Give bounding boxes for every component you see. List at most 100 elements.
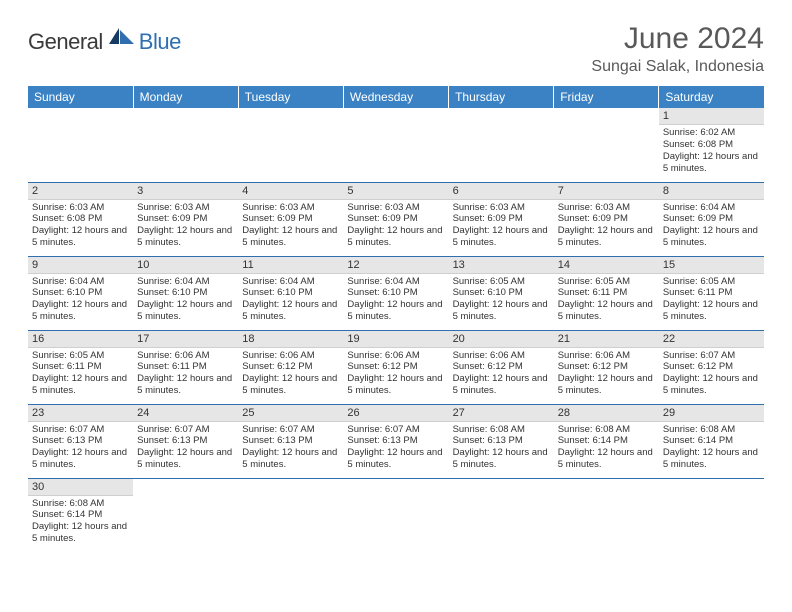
day-number: 26	[343, 405, 448, 422]
calendar-table: SundayMondayTuesdayWednesdayThursdayFrid…	[28, 86, 764, 552]
calendar-cell: 18Sunrise: 6:06 AMSunset: 6:12 PMDayligh…	[238, 330, 343, 404]
logo-text-blue: Blue	[139, 29, 181, 55]
weekday-header: Tuesday	[238, 86, 343, 108]
day-number: 6	[449, 183, 554, 200]
day-data: Sunrise: 6:02 AMSunset: 6:08 PMDaylight:…	[659, 125, 764, 179]
day-data: Sunrise: 6:03 AMSunset: 6:09 PMDaylight:…	[238, 200, 343, 254]
day-data: Sunrise: 6:03 AMSunset: 6:08 PMDaylight:…	[28, 200, 133, 254]
calendar-cell: 11Sunrise: 6:04 AMSunset: 6:10 PMDayligh…	[238, 256, 343, 330]
calendar-cell	[343, 108, 448, 182]
day-number: 30	[28, 479, 133, 496]
calendar-cell	[554, 478, 659, 552]
calendar-cell: 2Sunrise: 6:03 AMSunset: 6:08 PMDaylight…	[28, 182, 133, 256]
calendar-cell: 12Sunrise: 6:04 AMSunset: 6:10 PMDayligh…	[343, 256, 448, 330]
day-data: Sunrise: 6:04 AMSunset: 6:10 PMDaylight:…	[28, 274, 133, 328]
day-data: Sunrise: 6:04 AMSunset: 6:09 PMDaylight:…	[659, 200, 764, 254]
calendar-cell: 6Sunrise: 6:03 AMSunset: 6:09 PMDaylight…	[449, 182, 554, 256]
day-number: 11	[238, 257, 343, 274]
day-number: 3	[133, 183, 238, 200]
calendar-row: 16Sunrise: 6:05 AMSunset: 6:11 PMDayligh…	[28, 330, 764, 404]
day-data: Sunrise: 6:06 AMSunset: 6:12 PMDaylight:…	[343, 348, 448, 402]
calendar-cell: 8Sunrise: 6:04 AMSunset: 6:09 PMDaylight…	[659, 182, 764, 256]
day-number: 27	[449, 405, 554, 422]
calendar-cell: 19Sunrise: 6:06 AMSunset: 6:12 PMDayligh…	[343, 330, 448, 404]
day-data: Sunrise: 6:07 AMSunset: 6:13 PMDaylight:…	[343, 422, 448, 476]
day-data: Sunrise: 6:08 AMSunset: 6:14 PMDaylight:…	[28, 496, 133, 550]
day-data: Sunrise: 6:08 AMSunset: 6:14 PMDaylight:…	[659, 422, 764, 476]
day-number: 13	[449, 257, 554, 274]
calendar-cell: 26Sunrise: 6:07 AMSunset: 6:13 PMDayligh…	[343, 404, 448, 478]
calendar-cell	[133, 478, 238, 552]
calendar-cell: 29Sunrise: 6:08 AMSunset: 6:14 PMDayligh…	[659, 404, 764, 478]
weekday-header: Thursday	[449, 86, 554, 108]
calendar-cell: 16Sunrise: 6:05 AMSunset: 6:11 PMDayligh…	[28, 330, 133, 404]
header: General Blue June 2024 Sungai Salak, Ind…	[28, 22, 764, 76]
calendar-row: 30Sunrise: 6:08 AMSunset: 6:14 PMDayligh…	[28, 478, 764, 552]
day-data: Sunrise: 6:08 AMSunset: 6:13 PMDaylight:…	[449, 422, 554, 476]
day-data: Sunrise: 6:04 AMSunset: 6:10 PMDaylight:…	[133, 274, 238, 328]
logo: General Blue	[28, 28, 181, 55]
day-data: Sunrise: 6:08 AMSunset: 6:14 PMDaylight:…	[554, 422, 659, 476]
day-data: Sunrise: 6:06 AMSunset: 6:12 PMDaylight:…	[554, 348, 659, 402]
day-number: 14	[554, 257, 659, 274]
day-number: 19	[343, 331, 448, 348]
calendar-cell	[554, 108, 659, 182]
day-number: 20	[449, 331, 554, 348]
day-data: Sunrise: 6:03 AMSunset: 6:09 PMDaylight:…	[133, 200, 238, 254]
location: Sungai Salak, Indonesia	[591, 58, 764, 76]
day-number: 7	[554, 183, 659, 200]
calendar-cell	[343, 478, 448, 552]
calendar-row: 9Sunrise: 6:04 AMSunset: 6:10 PMDaylight…	[28, 256, 764, 330]
title-block: June 2024 Sungai Salak, Indonesia	[591, 22, 764, 76]
day-data: Sunrise: 6:06 AMSunset: 6:11 PMDaylight:…	[133, 348, 238, 402]
calendar-cell: 1Sunrise: 6:02 AMSunset: 6:08 PMDaylight…	[659, 108, 764, 182]
calendar-cell: 20Sunrise: 6:06 AMSunset: 6:12 PMDayligh…	[449, 330, 554, 404]
day-data: Sunrise: 6:07 AMSunset: 6:12 PMDaylight:…	[659, 348, 764, 402]
calendar-cell: 27Sunrise: 6:08 AMSunset: 6:13 PMDayligh…	[449, 404, 554, 478]
calendar-cell	[28, 108, 133, 182]
day-number: 25	[238, 405, 343, 422]
calendar-row: 2Sunrise: 6:03 AMSunset: 6:08 PMDaylight…	[28, 182, 764, 256]
day-number: 17	[133, 331, 238, 348]
day-number: 15	[659, 257, 764, 274]
day-data: Sunrise: 6:04 AMSunset: 6:10 PMDaylight:…	[343, 274, 448, 328]
calendar-cell: 3Sunrise: 6:03 AMSunset: 6:09 PMDaylight…	[133, 182, 238, 256]
calendar-cell: 10Sunrise: 6:04 AMSunset: 6:10 PMDayligh…	[133, 256, 238, 330]
day-data: Sunrise: 6:03 AMSunset: 6:09 PMDaylight:…	[343, 200, 448, 254]
calendar-cell: 13Sunrise: 6:05 AMSunset: 6:10 PMDayligh…	[449, 256, 554, 330]
day-number: 2	[28, 183, 133, 200]
day-data: Sunrise: 6:06 AMSunset: 6:12 PMDaylight:…	[449, 348, 554, 402]
day-number: 29	[659, 405, 764, 422]
calendar-head: SundayMondayTuesdayWednesdayThursdayFrid…	[28, 86, 764, 108]
day-number: 4	[238, 183, 343, 200]
month-title: June 2024	[591, 22, 764, 56]
calendar-row: 23Sunrise: 6:07 AMSunset: 6:13 PMDayligh…	[28, 404, 764, 478]
calendar-cell	[449, 478, 554, 552]
calendar-cell: 4Sunrise: 6:03 AMSunset: 6:09 PMDaylight…	[238, 182, 343, 256]
calendar-page: General Blue June 2024 Sungai Salak, Ind…	[0, 0, 792, 574]
calendar-cell	[238, 108, 343, 182]
calendar-cell: 30Sunrise: 6:08 AMSunset: 6:14 PMDayligh…	[28, 478, 133, 552]
calendar-cell: 17Sunrise: 6:06 AMSunset: 6:11 PMDayligh…	[133, 330, 238, 404]
calendar-cell: 24Sunrise: 6:07 AMSunset: 6:13 PMDayligh…	[133, 404, 238, 478]
calendar-cell	[449, 108, 554, 182]
day-data: Sunrise: 6:05 AMSunset: 6:11 PMDaylight:…	[659, 274, 764, 328]
day-data: Sunrise: 6:05 AMSunset: 6:11 PMDaylight:…	[554, 274, 659, 328]
calendar-cell: 25Sunrise: 6:07 AMSunset: 6:13 PMDayligh…	[238, 404, 343, 478]
day-number: 28	[554, 405, 659, 422]
day-data: Sunrise: 6:07 AMSunset: 6:13 PMDaylight:…	[28, 422, 133, 476]
logo-text-general: General	[28, 29, 103, 55]
day-data: Sunrise: 6:07 AMSunset: 6:13 PMDaylight:…	[133, 422, 238, 476]
day-number: 12	[343, 257, 448, 274]
day-data: Sunrise: 6:05 AMSunset: 6:10 PMDaylight:…	[449, 274, 554, 328]
flag-icon	[109, 28, 135, 51]
weekday-header: Sunday	[28, 86, 133, 108]
day-number: 16	[28, 331, 133, 348]
day-number: 24	[133, 405, 238, 422]
day-number: 21	[554, 331, 659, 348]
day-data: Sunrise: 6:03 AMSunset: 6:09 PMDaylight:…	[554, 200, 659, 254]
day-number: 8	[659, 183, 764, 200]
calendar-cell: 22Sunrise: 6:07 AMSunset: 6:12 PMDayligh…	[659, 330, 764, 404]
calendar-cell: 23Sunrise: 6:07 AMSunset: 6:13 PMDayligh…	[28, 404, 133, 478]
day-data: Sunrise: 6:04 AMSunset: 6:10 PMDaylight:…	[238, 274, 343, 328]
